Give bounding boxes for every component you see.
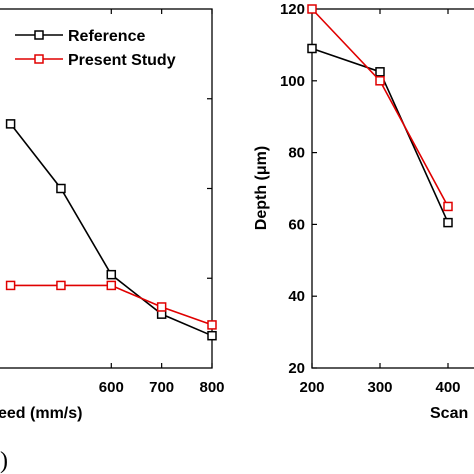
right-x-tick-label: 300 — [367, 379, 392, 396]
right-y-tick-label: 20 — [288, 360, 305, 377]
left-point-reference — [106, 269, 117, 280]
legend-marker-present-study — [34, 54, 44, 64]
panel-tag: ) — [0, 448, 8, 474]
left-x-tick-label: 600 — [99, 379, 124, 396]
left-x-tick-label: 700 — [149, 379, 174, 396]
legend: Reference Present Study — [15, 28, 176, 69]
right-point-present-study — [375, 76, 385, 86]
left-x-tick-label: 800 — [199, 379, 224, 396]
left-chart-panel: 600 700 800 eed (mm/s) Reference Present S… — [0, 8, 225, 422]
left-point-present-study — [56, 280, 66, 291]
left-point-present-study — [207, 320, 217, 330]
right-x-ticks: 200 300 400 — [299, 9, 461, 396]
right-point-reference — [375, 67, 385, 77]
left-point-present-study — [106, 280, 117, 291]
right-y-tick-label: 40 — [288, 288, 305, 305]
left-point-reference — [207, 330, 217, 341]
right-y-tick-label: 80 — [288, 145, 305, 162]
right-y-axis-label: Depth (μm) — [253, 146, 270, 230]
left-y-ticks — [207, 98, 212, 279]
left-point-reference — [5, 119, 16, 129]
left-point-present-study — [156, 302, 167, 312]
left-point-present-study — [5, 280, 16, 291]
left-series-line-present-study — [10, 284, 213, 326]
left-series-group — [5, 119, 217, 341]
right-x-axis-label: Scan — [430, 405, 468, 422]
right-x-tick-label: 200 — [299, 379, 324, 396]
right-plot-frame — [311, 8, 474, 369]
right-y-tick-label: 60 — [288, 216, 305, 233]
legend-label-present-study: Present Study — [68, 52, 176, 69]
left-x-axis-label: eed (mm/s) — [0, 405, 82, 422]
right-point-reference — [307, 43, 317, 54]
legend-label-reference: Reference — [68, 28, 145, 45]
left-x-ticks: 600 700 800 — [99, 9, 225, 396]
right-x-tick-label: 400 — [435, 379, 460, 396]
left-point-reference — [56, 183, 66, 194]
right-series-group — [307, 4, 453, 228]
right-y-tick-label: 100 — [280, 73, 305, 90]
legend-marker-reference — [34, 30, 44, 40]
left-series-line-reference — [9, 123, 213, 337]
right-point-present-study — [443, 201, 453, 212]
right-point-reference — [443, 217, 453, 228]
right-chart-panel: 200 300 400 20 40 60 80 100 120 Scan Depth (μm) — [253, 1, 474, 422]
right-point-present-study — [307, 4, 317, 14]
right-y-tick-label: 120 — [280, 1, 305, 18]
